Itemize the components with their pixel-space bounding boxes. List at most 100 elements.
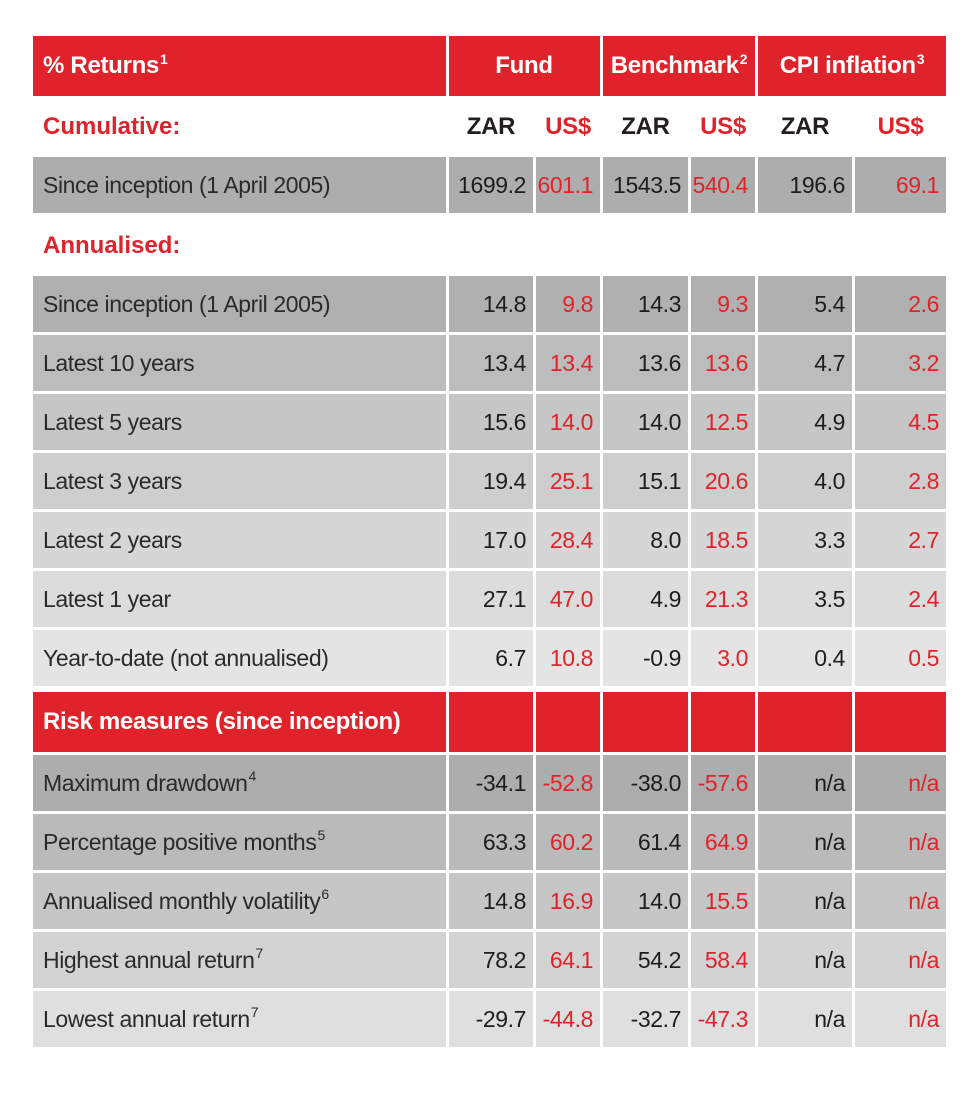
- value-fund-usd: 47.0: [536, 571, 600, 627]
- value-fund-zar: 13.4: [449, 335, 533, 391]
- col-header-fund-zar: ZAR: [466, 112, 516, 140]
- col-header-cpi-usd: US$: [877, 112, 924, 140]
- row-label: Latest 1 year: [33, 571, 446, 627]
- value-benchmark-zar: 14.3: [603, 276, 688, 332]
- value-benchmark-zar: 61.4: [603, 814, 688, 870]
- value-fund-zar: 6.7: [449, 630, 533, 686]
- col-header-fund-usd: US$: [545, 112, 591, 140]
- value-fund-zar: 14.8: [449, 873, 533, 929]
- value-benchmark-zar: 1543.5: [603, 157, 688, 213]
- value-fund-usd: 10.8: [536, 630, 600, 686]
- row-label-text: Maximum drawdown: [43, 769, 248, 796]
- section-label-risk-measures: Risk measures (since inception): [33, 692, 446, 752]
- value-cpi-zar: 196.6: [758, 157, 852, 213]
- row-label-text: Latest 5 years: [43, 408, 182, 435]
- table-row: Percentage positive months 5 63.3 60.2 61…: [33, 814, 946, 870]
- value-cpi-usd: 69.1: [855, 157, 946, 213]
- value-fund-usd: 28.4: [536, 512, 600, 568]
- risk-measures-header-row: Risk measures (since inception): [33, 692, 946, 752]
- value-fund-zar: 63.3: [449, 814, 533, 870]
- value-benchmark-usd: 20.6: [691, 453, 755, 509]
- value-benchmark-zar: -0.9: [603, 630, 688, 686]
- value-fund-zar: 1699.2: [449, 157, 533, 213]
- row-label-text: Latest 1 year: [43, 585, 171, 612]
- table-row: Lowest annual return 7 -29.7 -44.8 -32.7 …: [33, 991, 946, 1047]
- value-fund-zar: 15.6: [449, 394, 533, 450]
- header-cpi-text: CPI inflation: [779, 52, 916, 79]
- value-benchmark-zar: 14.0: [603, 394, 688, 450]
- value-benchmark-usd: 64.9: [691, 814, 755, 870]
- row-label: Latest 5 years: [33, 394, 446, 450]
- row-label: Annualised monthly volatility 6: [33, 873, 446, 929]
- value-cpi-usd: n/a: [855, 755, 946, 811]
- value-fund-zar: 27.1: [449, 571, 533, 627]
- col-header-benchmark-zar: ZAR: [621, 112, 670, 140]
- header-benchmark: Benchmark 2: [603, 36, 755, 96]
- row-label-text: Latest 2 years: [43, 526, 182, 553]
- row-label: Since inception (1 April 2005): [33, 276, 446, 332]
- value-benchmark-usd: 21.3: [691, 571, 755, 627]
- header-benchmark-text: Benchmark: [610, 52, 739, 79]
- footnote-marker: 4: [248, 768, 257, 784]
- row-label: Since inception (1 April 2005): [33, 157, 446, 213]
- value-benchmark-zar: 15.1: [603, 453, 688, 509]
- table-row: Latest 2 years 17.0 28.4 8.0 18.5 3.3 2.…: [33, 512, 946, 568]
- value-benchmark-zar: -32.7: [603, 991, 688, 1047]
- value-fund-zar: -34.1: [449, 755, 533, 811]
- value-cpi-zar: 4.0: [758, 453, 852, 509]
- value-benchmark-usd: 540.4: [691, 157, 755, 213]
- section-label-annualised: Annualised:: [33, 216, 946, 276]
- value-cpi-zar: n/a: [758, 932, 852, 988]
- value-cpi-usd: 2.8: [855, 453, 946, 509]
- footnote-marker: 6: [321, 886, 329, 902]
- value-cpi-usd: 0.5: [855, 630, 946, 686]
- value-cpi-zar: 5.4: [758, 276, 852, 332]
- row-label: Percentage positive months 5: [33, 814, 446, 870]
- value-fund-zar: 78.2: [449, 932, 533, 988]
- value-benchmark-usd: 12.5: [691, 394, 755, 450]
- value-fund-usd: -52.8: [536, 755, 600, 811]
- value-benchmark-usd: 13.6: [691, 335, 755, 391]
- value-benchmark-usd: 3.0: [691, 630, 755, 686]
- value-cpi-usd: 2.6: [855, 276, 946, 332]
- value-benchmark-zar: 4.9: [603, 571, 688, 627]
- value-benchmark-usd: 58.4: [691, 932, 755, 988]
- row-label-text: Since inception (1 April 2005): [43, 171, 331, 198]
- value-cpi-usd: n/a: [855, 991, 946, 1047]
- value-fund-usd: 64.1: [536, 932, 600, 988]
- value-fund-usd: 25.1: [536, 453, 600, 509]
- value-cpi-usd: 3.2: [855, 335, 946, 391]
- value-benchmark-zar: 14.0: [603, 873, 688, 929]
- table-row: Annualised monthly volatility 6 14.8 16.9…: [33, 873, 946, 929]
- value-fund-usd: -44.8: [536, 991, 600, 1047]
- value-cpi-zar: 4.9: [758, 394, 852, 450]
- header-fund: Fund: [449, 36, 600, 96]
- value-fund-usd: 9.8: [536, 276, 600, 332]
- value-cpi-usd: 2.4: [855, 571, 946, 627]
- value-benchmark-usd: 9.3: [691, 276, 755, 332]
- row-label: Latest 3 years: [33, 453, 446, 509]
- value-cpi-usd: 2.7: [855, 512, 946, 568]
- value-cpi-zar: n/a: [758, 873, 852, 929]
- risk-header-spacer: [603, 692, 688, 752]
- currency-header-row: Cumulative: ZAR US$ ZAR US$ ZAR US$: [33, 96, 946, 157]
- row-label: Lowest annual return 7: [33, 991, 446, 1047]
- value-benchmark-usd: 15.5: [691, 873, 755, 929]
- value-benchmark-zar: -38.0: [603, 755, 688, 811]
- value-cpi-usd: n/a: [855, 932, 946, 988]
- table-row: Latest 1 year 27.1 47.0 4.9 21.3 3.5 2.4: [33, 571, 946, 627]
- value-cpi-usd: n/a: [855, 873, 946, 929]
- value-fund-usd: 13.4: [536, 335, 600, 391]
- col-header-benchmark-usd: US$: [700, 112, 746, 140]
- value-cpi-zar: 4.7: [758, 335, 852, 391]
- risk-header-spacer: [758, 692, 852, 752]
- value-cpi-zar: 0.4: [758, 630, 852, 686]
- returns-table: % Returns 1 Fund Benchmark 2 CPI inflation…: [33, 36, 946, 1047]
- row-label: Year-to-date (not annualised): [33, 630, 446, 686]
- risk-header-spacer: [855, 692, 946, 752]
- table-row: Latest 10 years 13.4 13.4 13.6 13.6 4.7 …: [33, 335, 946, 391]
- value-fund-zar: 14.8: [449, 276, 533, 332]
- row-label-text: Percentage positive months: [43, 828, 317, 855]
- value-cpi-zar: n/a: [758, 755, 852, 811]
